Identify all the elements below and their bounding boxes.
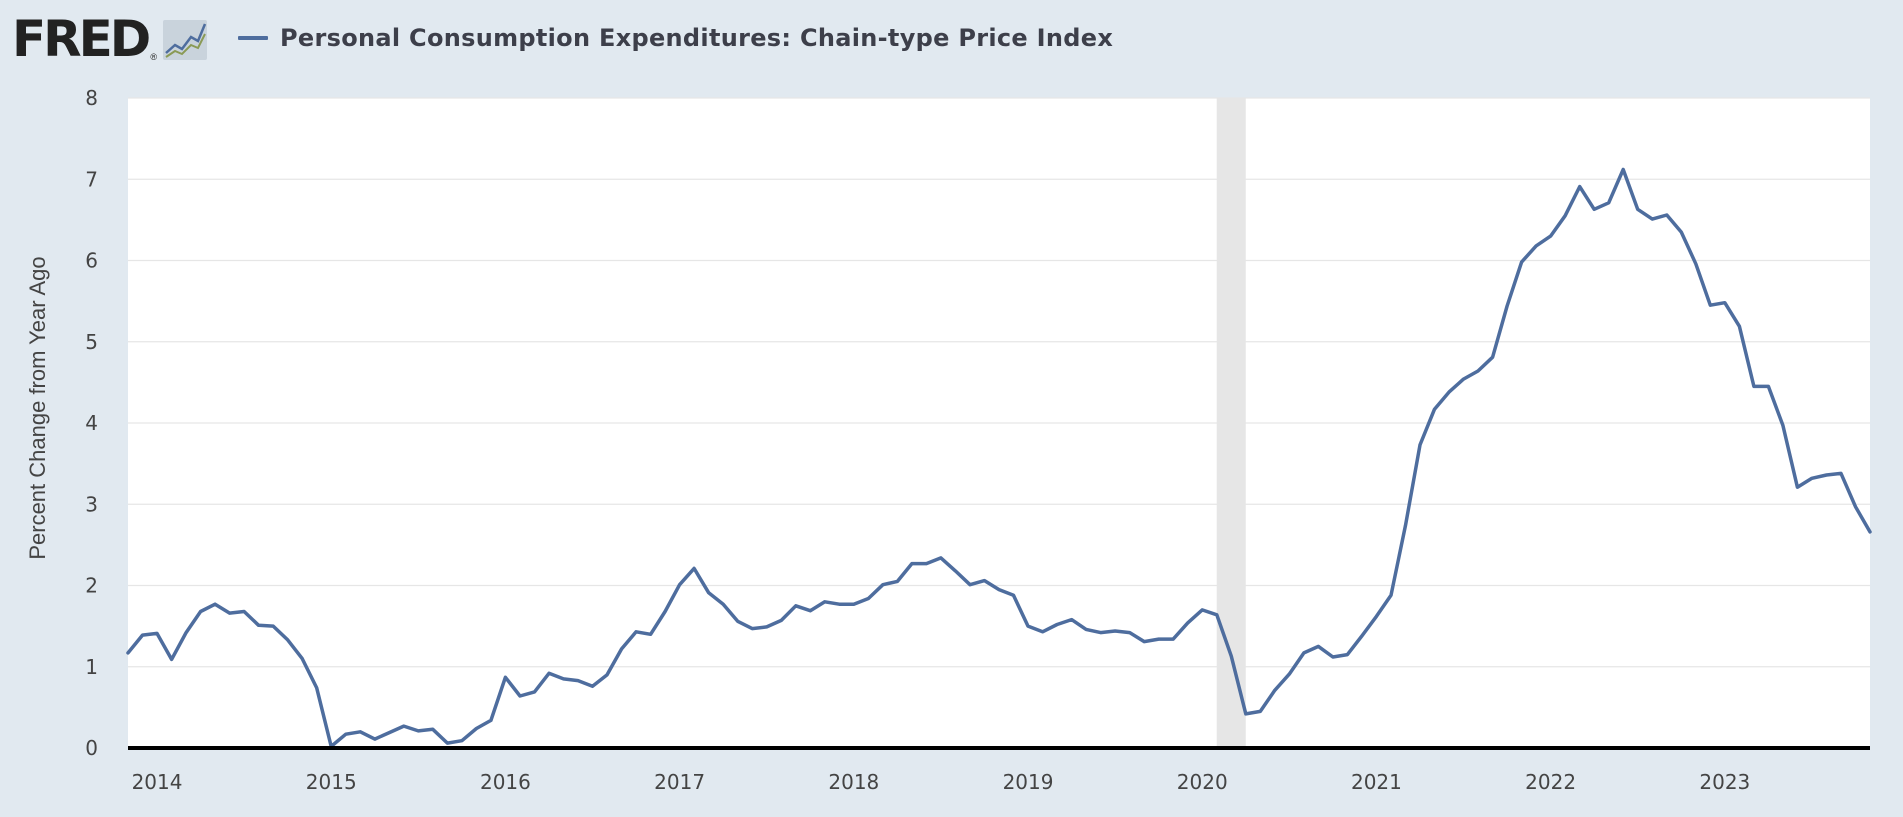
fred-logo[interactable]: FRED ®: [12, 14, 207, 64]
y-tick-label: 0: [85, 736, 98, 760]
y-tick-label: 5: [85, 330, 98, 354]
gridlines: [128, 97, 1870, 668]
series-group: [126, 167, 1872, 749]
y-tick-label: 3: [85, 492, 98, 516]
x-tick-label: 2019: [1003, 770, 1054, 794]
x-axis-ticks: 2014 2015 2016 2017 2018 2019 2020 2021 2022 2023: [132, 770, 1751, 794]
x-tick-label: 2018: [828, 770, 879, 794]
y-tick-label: 1: [85, 655, 98, 679]
legend-swatch: [238, 36, 268, 40]
chart-legend[interactable]: Personal Consumption Expenditures: Chain…: [238, 24, 1113, 52]
chart-title: Personal Consumption Expenditures: Chain…: [280, 24, 1114, 52]
x-tick-label: 2017: [654, 770, 705, 794]
line-chart-icon: [162, 20, 207, 60]
x-tick-label: 2023: [1699, 770, 1750, 794]
logo-text: FRED: [12, 10, 151, 68]
series-line[interactable]: [126, 167, 1872, 749]
chart-header: FRED ® Personal Consumption Expenditures…: [0, 0, 1903, 80]
y-tick-label: 2: [85, 574, 98, 598]
logo-registered-mark: ®: [150, 52, 157, 62]
x-tick-label: 2020: [1177, 770, 1228, 794]
x-tick-label: 2015: [306, 770, 357, 794]
y-tick-label: 4: [85, 411, 98, 435]
y-tick-label: 8: [85, 86, 98, 110]
x-tick-label: 2016: [480, 770, 531, 794]
x-tick-label: 2021: [1351, 770, 1402, 794]
y-tick-label: 7: [85, 167, 98, 191]
x-tick-label: 2014: [132, 770, 183, 794]
y-tick-label: 6: [85, 249, 98, 273]
x-tick-label: 2022: [1525, 770, 1576, 794]
y-axis-ticks: 0 1 2 3 4 5 6 7 8: [85, 86, 98, 760]
